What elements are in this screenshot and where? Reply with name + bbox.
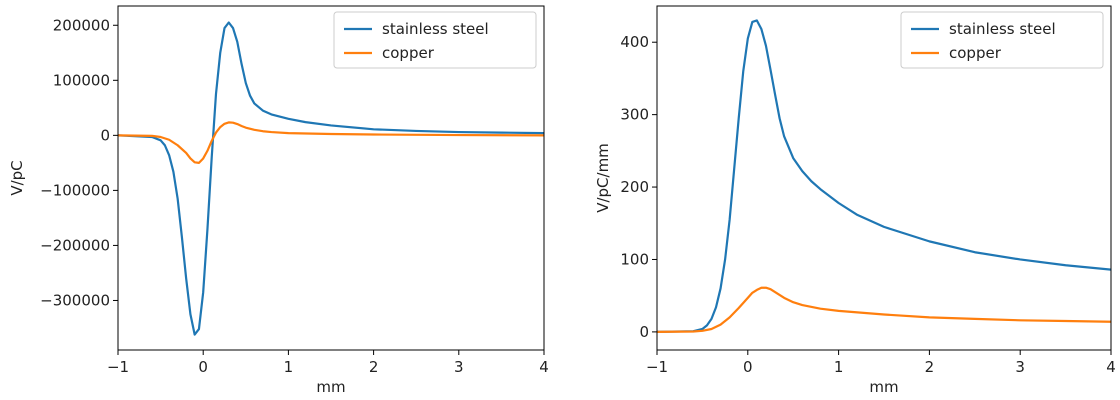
y-tick-label: 100 <box>620 250 649 268</box>
y-tick-label: −300000 <box>40 291 110 309</box>
y-tick-label: 300 <box>620 106 649 124</box>
chart-panel-1: −1 0 1 2 3 4 −300000 −200000 −100000 0 100000 20000… <box>8 5 549 396</box>
y-axis-label: V/pC/mm <box>594 143 612 213</box>
legend-label: copper <box>382 44 435 62</box>
x-tick-label: 2 <box>925 358 935 376</box>
y-tick-label: 100000 <box>53 71 110 89</box>
legend-box <box>900 11 1104 69</box>
x-tick-label: 4 <box>1106 358 1116 376</box>
y-tick-label: 200000 <box>53 16 110 34</box>
x-tick-label: −1 <box>107 358 129 376</box>
y-tick-label: −100000 <box>40 181 110 199</box>
series-line-copper <box>657 286 1111 333</box>
x-tick-label: 3 <box>454 358 464 376</box>
y-axis-label: V/pC <box>8 160 26 195</box>
plot-frame <box>117 5 545 351</box>
legend: stainless steel copper <box>333 11 537 69</box>
legend-label: stainless steel <box>949 20 1056 38</box>
x-tick-label: 3 <box>1015 358 1025 376</box>
legend-label: copper <box>949 44 1002 62</box>
legend: stainless steel copper <box>900 11 1104 69</box>
x-axis-label: mm <box>869 378 898 396</box>
x-tick-label: 0 <box>743 358 753 376</box>
x-tick-label: 4 <box>539 358 549 376</box>
legend-box <box>333 11 537 69</box>
y-tick-label: 0 <box>639 323 649 341</box>
x-tick-label: 2 <box>369 358 379 376</box>
series-line-stainless-steel <box>118 21 544 336</box>
legend-label: stainless steel <box>382 20 489 38</box>
x-axis-label: mm <box>316 378 345 396</box>
y-tick-label: −200000 <box>40 236 110 254</box>
series-line-copper <box>118 121 544 164</box>
chart-panel-2: −1 0 1 2 3 4 0 100 200 300 400 mm V/pC/mm stainless s… <box>594 5 1116 396</box>
y-tick-label: 0 <box>100 126 110 144</box>
series-line-stainless-steel <box>657 19 1111 333</box>
x-tick-label: 1 <box>834 358 844 376</box>
x-tick-label: −1 <box>646 358 668 376</box>
y-tick-label: 400 <box>620 33 649 51</box>
x-tick-label: 1 <box>284 358 294 376</box>
y-tick-label: 200 <box>620 178 649 196</box>
x-tick-label: 0 <box>198 358 208 376</box>
plot-frame <box>656 5 1112 351</box>
